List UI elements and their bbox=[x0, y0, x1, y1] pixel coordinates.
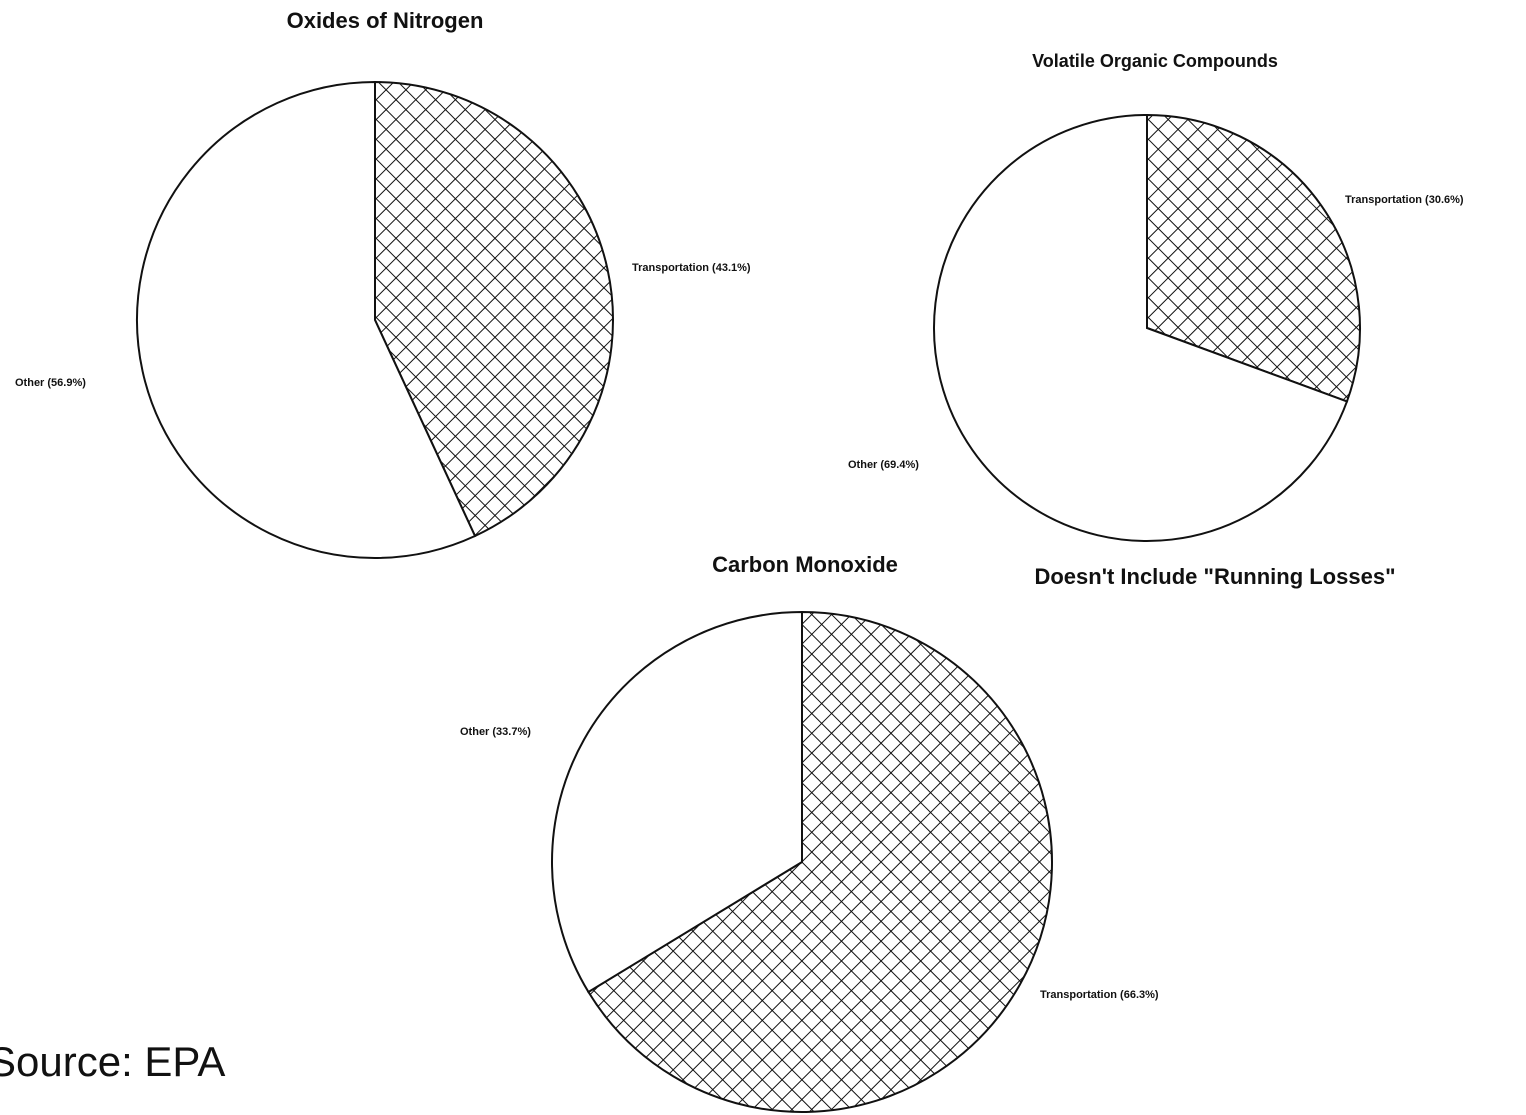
pie-slice bbox=[933, 113, 1349, 542]
chart-title: Oxides of Nitrogen bbox=[287, 8, 484, 33]
slice-label: Transportation (43.1%) bbox=[632, 262, 751, 274]
source: Source: EPA bbox=[0, 1038, 225, 1085]
slice-label: Transportation (66.3%) bbox=[1040, 989, 1159, 1001]
slice-label: Transportation (30.6%) bbox=[1345, 194, 1464, 206]
slice-label: Other (33.7%) bbox=[460, 726, 531, 738]
pie-slice bbox=[136, 80, 477, 559]
pie-slice bbox=[374, 80, 614, 538]
pie-slice bbox=[587, 610, 1053, 1113]
slice-label: Other (56.9%) bbox=[15, 377, 86, 389]
pie-slice bbox=[551, 610, 803, 994]
note: Doesn't Include "Running Losses" bbox=[1034, 564, 1395, 589]
chart-title: Carbon Monoxide bbox=[712, 552, 898, 577]
chart-title: Volatile Organic Compounds bbox=[1032, 51, 1278, 71]
slice-label: Other (69.4%) bbox=[848, 459, 919, 471]
pie-slice bbox=[1146, 113, 1361, 403]
